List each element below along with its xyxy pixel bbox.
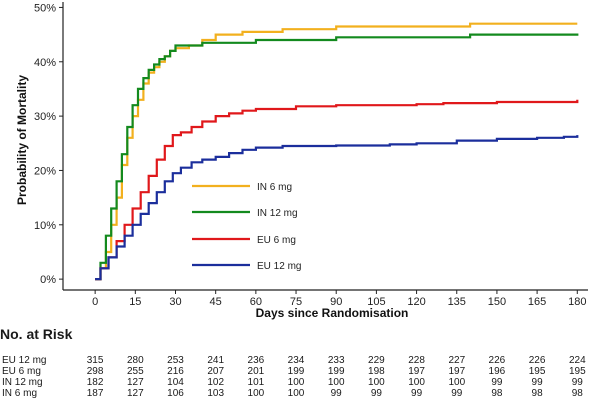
risk-cell: 241 — [207, 355, 225, 366]
x-tick-label: 180 — [568, 296, 586, 308]
risk-cell: 99 — [330, 388, 342, 399]
risk-cell: 99 — [571, 377, 583, 388]
risk-cell: 234 — [287, 355, 305, 366]
risk-row: IN 12 mg 182 127 104 102 101 100 100 100 100 100 99… — [0, 377, 600, 388]
x-tick-label: 150 — [488, 296, 506, 308]
y-axis-label: Probability of Mortality — [15, 75, 29, 205]
series-line-eu-6-mg — [95, 99, 579, 281]
risk-cell: 197 — [448, 366, 466, 377]
risk-cell: 196 — [488, 366, 506, 377]
y-tick-label: 20% — [34, 165, 56, 177]
series-line-in-12-mg — [95, 33, 579, 281]
risk-cell: 315 — [86, 355, 104, 366]
legend: IN 6 mg IN 12 mg EU 6 mg EU 12 mg — [192, 182, 301, 272]
risk-cell: 182 — [86, 377, 104, 388]
x-tick-label: 60 — [250, 296, 262, 308]
x-tick-label: 105 — [367, 296, 385, 308]
risk-cell: 224 — [568, 355, 586, 366]
x-tick-label: 165 — [528, 296, 546, 308]
risk-cell: 127 — [126, 377, 144, 388]
risk-cell: 98 — [571, 388, 583, 399]
y-tick-label: 0% — [40, 274, 56, 286]
legend-label-in-12-mg: IN 12 mg — [257, 208, 298, 219]
risk-cell: 195 — [568, 366, 586, 377]
risk-cell: 100 — [327, 377, 345, 388]
x-tick-label: 0 — [92, 296, 98, 308]
risk-row-label: IN 12 mg — [2, 377, 43, 388]
risk-cell: 226 — [488, 355, 506, 366]
risk-row-label: EU 6 mg — [2, 366, 41, 377]
series-layer — [95, 22, 579, 281]
x-tick-label: 15 — [129, 296, 141, 308]
x-tick-label: 135 — [448, 296, 466, 308]
series-line-in-6-mg — [95, 22, 578, 281]
risk-cell: 198 — [368, 366, 385, 377]
risk-cell: 197 — [408, 366, 425, 377]
risk-cell: 228 — [408, 355, 425, 366]
risk-cell: 98 — [531, 388, 543, 399]
risk-row-label: IN 6 mg — [2, 388, 38, 399]
x-tick-label: 90 — [330, 296, 342, 308]
risk-cell: 199 — [287, 366, 305, 377]
series-line-eu-12-mg — [95, 135, 579, 281]
risk-cell: 233 — [327, 355, 345, 366]
x-axis: 0 15 30 45 60 75 90 105 120 135 150 165 180 — [63, 289, 588, 308]
risk-table-title: No. at Risk — [0, 326, 73, 342]
risk-cell: 99 — [451, 388, 463, 399]
x-tick-label: 75 — [290, 296, 302, 308]
risk-cell: 100 — [408, 377, 425, 388]
risk-cell: 253 — [167, 355, 184, 366]
risk-cell: 227 — [448, 355, 466, 366]
y-tick-label: 40% — [34, 57, 56, 69]
risk-row-label: EU 12 mg — [2, 355, 47, 366]
mortality-chart: 0% 10% 20% 30% 40% 50% 0 15 30 45 60 75 90 105 120 135… — [15, 2, 588, 320]
risk-cell: 106 — [167, 388, 184, 399]
risk-cell: 100 — [287, 377, 305, 388]
risk-cell: 99 — [411, 388, 423, 399]
risk-cell: 216 — [167, 366, 184, 377]
risk-cell: 195 — [528, 366, 546, 377]
risk-cell: 98 — [491, 388, 503, 399]
risk-cell: 100 — [448, 377, 466, 388]
risk-cell: 104 — [167, 377, 184, 388]
risk-cell: 99 — [531, 377, 543, 388]
risk-cell: 100 — [287, 388, 305, 399]
x-axis-label: Days since Randomisation — [256, 306, 409, 320]
x-tick-label: 30 — [169, 296, 181, 308]
risk-cell: 103 — [207, 388, 225, 399]
legend-label-eu-12-mg: EU 12 mg — [257, 261, 301, 272]
risk-cell: 100 — [247, 388, 265, 399]
y-axis: 0% 10% 20% 30% 40% 50% — [34, 2, 64, 290]
y-tick-label: 30% — [34, 111, 56, 123]
legend-label-in-6-mg: IN 6 mg — [257, 182, 292, 193]
risk-cell: 187 — [86, 388, 104, 399]
y-tick-label: 50% — [34, 2, 56, 14]
risk-cell: 229 — [368, 355, 385, 366]
x-tick-label: 45 — [210, 296, 222, 308]
y-tick-label: 10% — [34, 220, 56, 232]
risk-cell: 100 — [368, 377, 385, 388]
risk-cell: 255 — [126, 366, 144, 377]
risk-row: EU 12 mg 315 280 253 241 236 234 233 229 228 227 22… — [0, 355, 600, 366]
risk-row: EU 6 mg 298 255 216 207 201 199 199 198 197 197 196… — [0, 366, 600, 377]
risk-cell: 199 — [327, 366, 345, 377]
risk-cell: 201 — [247, 366, 265, 377]
legend-label-eu-6-mg: EU 6 mg — [257, 235, 296, 246]
risk-cell: 236 — [247, 355, 265, 366]
risk-cell: 298 — [86, 366, 104, 377]
risk-cell: 99 — [491, 377, 503, 388]
risk-cell: 102 — [207, 377, 225, 388]
risk-cell: 99 — [370, 388, 382, 399]
risk-cell: 226 — [528, 355, 546, 366]
risk-row: IN 6 mg 187 127 106 103 100 100 99 99 99 99 98 98 98 — [0, 388, 600, 399]
risk-cell: 207 — [207, 366, 225, 377]
risk-cell: 280 — [126, 355, 144, 366]
risk-cell: 127 — [126, 388, 144, 399]
risk-cell: 101 — [247, 377, 265, 388]
x-tick-label: 120 — [407, 296, 425, 308]
